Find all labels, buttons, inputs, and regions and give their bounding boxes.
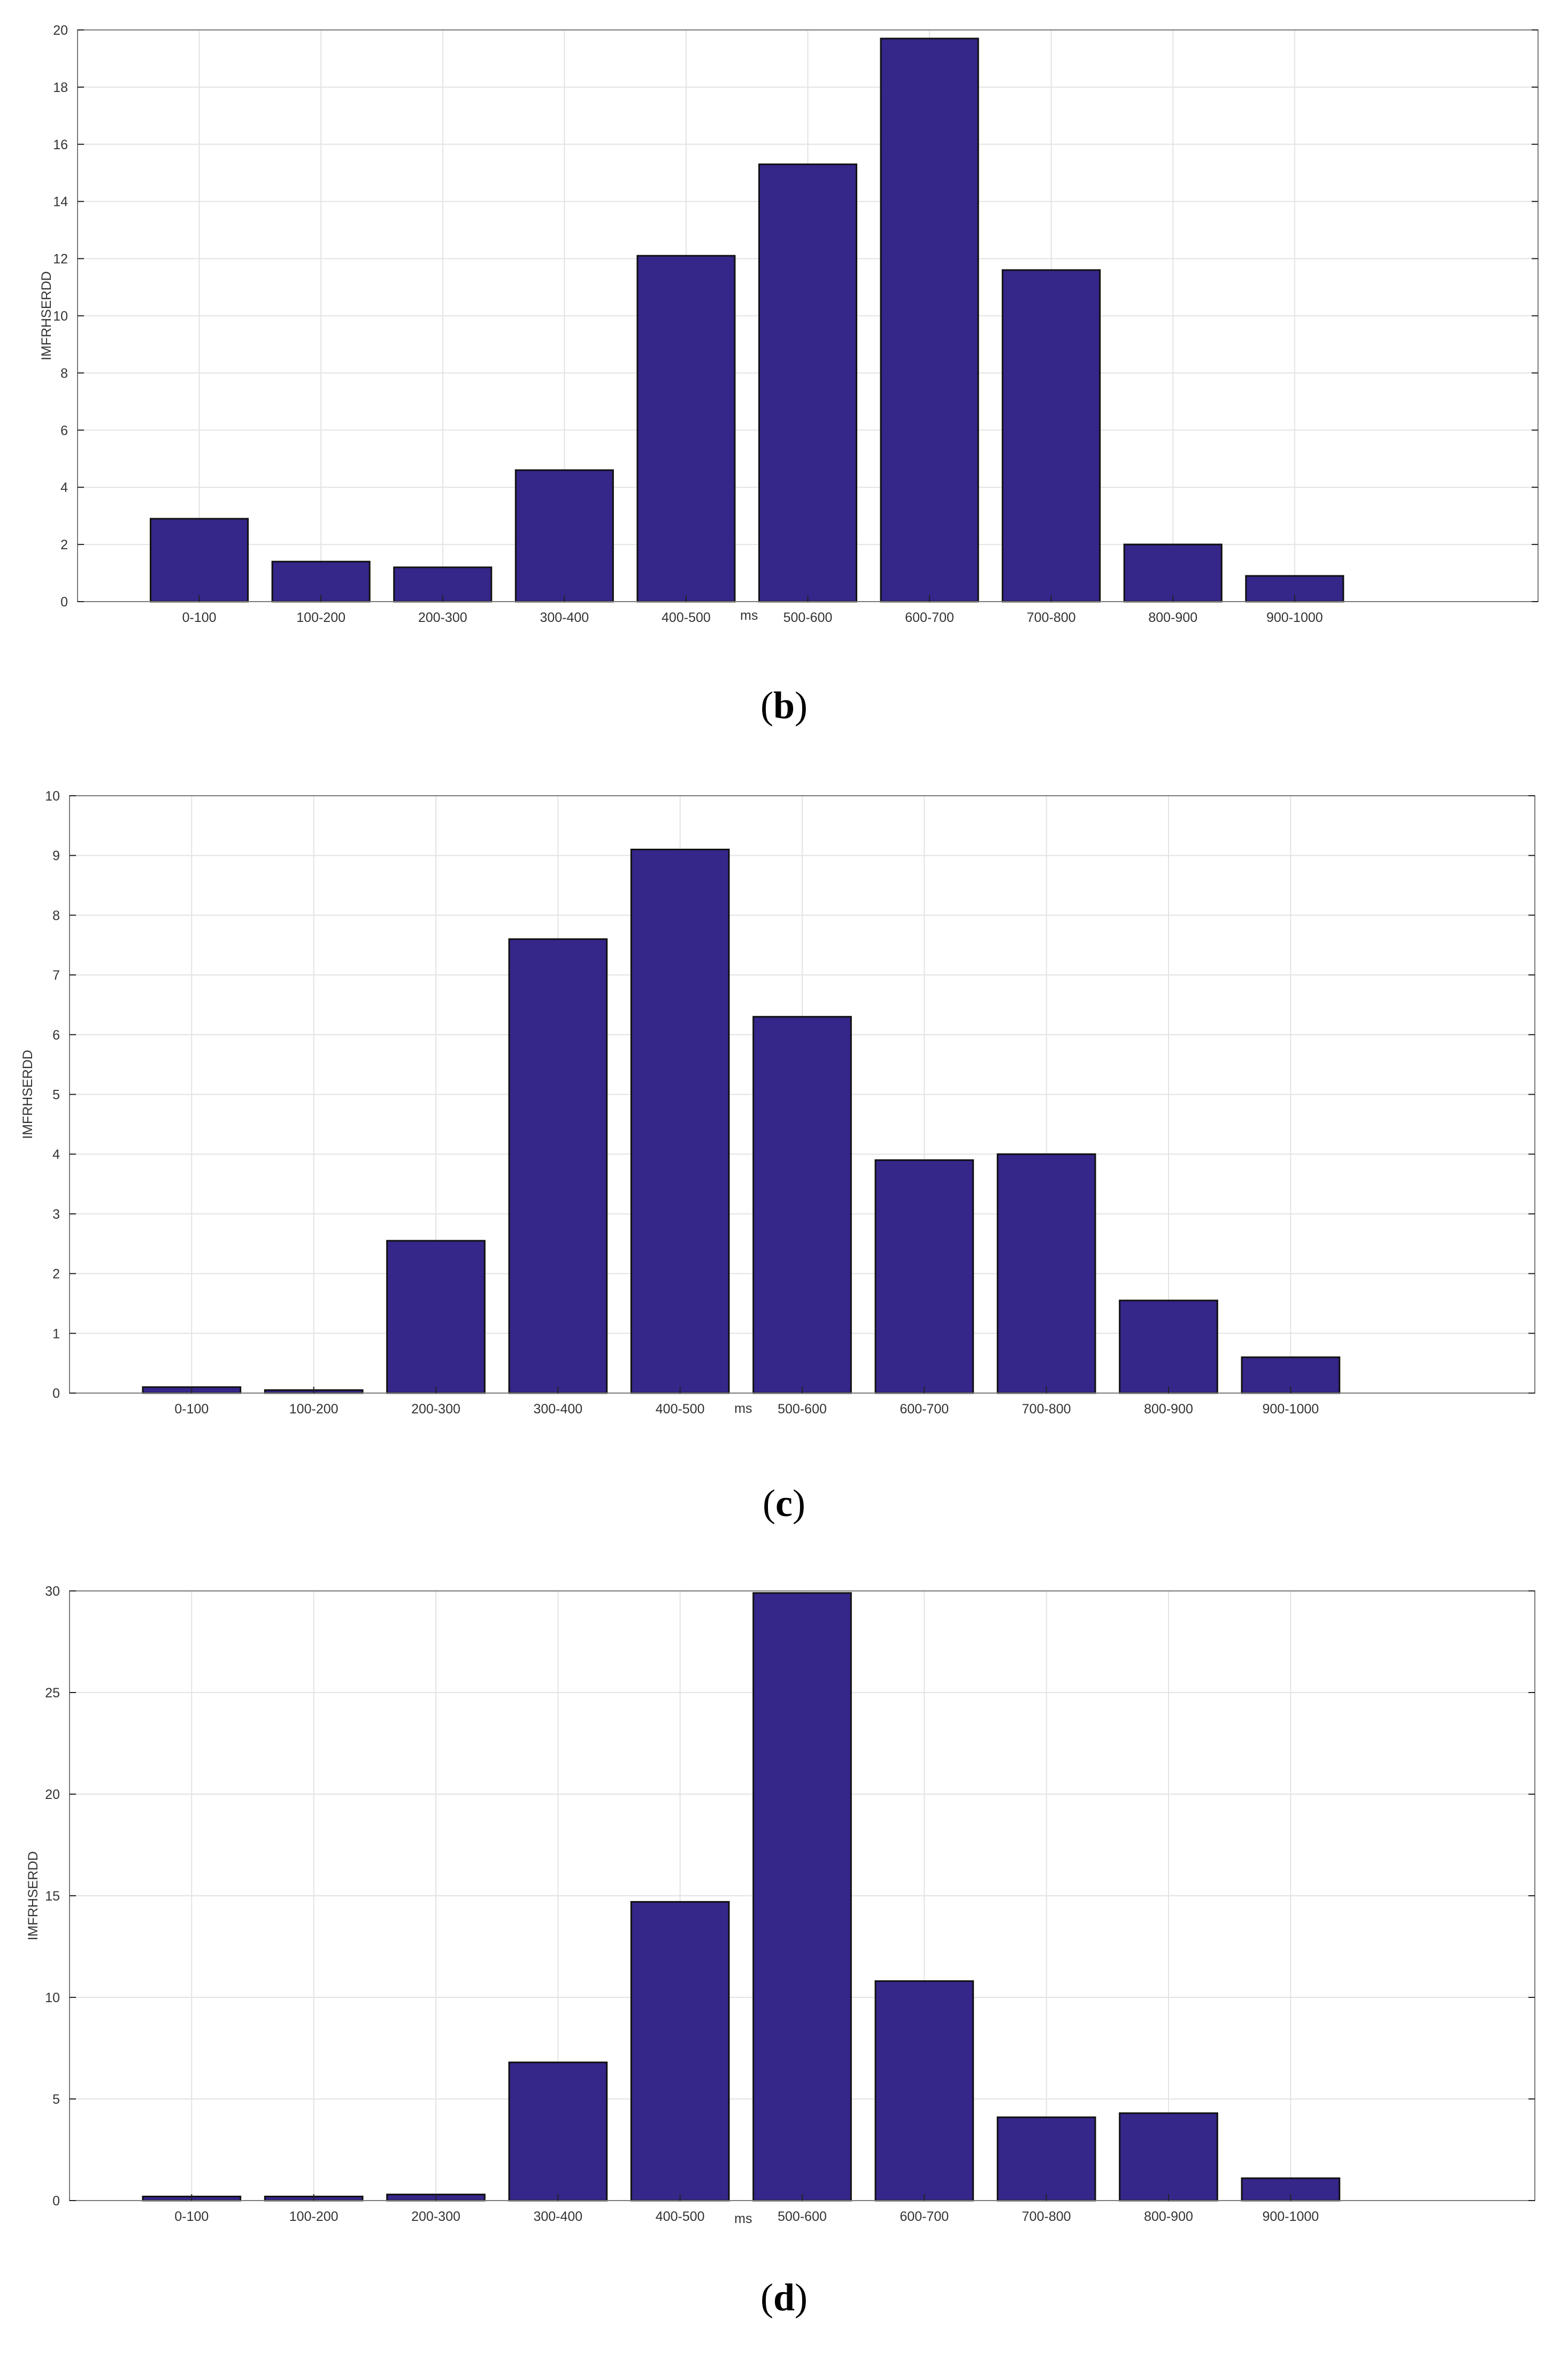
x-tick-label: 600-700 bbox=[900, 2209, 949, 2224]
x-tick-label: 700-800 bbox=[1022, 2209, 1071, 2224]
x-axis-label: ms bbox=[734, 2211, 752, 2226]
x-tick-label: 700-800 bbox=[1022, 1402, 1071, 1417]
bar bbox=[508, 938, 608, 1394]
bar bbox=[874, 1159, 974, 1394]
bar bbox=[630, 849, 730, 1394]
x-tick-label: 900-1000 bbox=[1263, 2209, 1319, 2224]
x-tick-label: 400-500 bbox=[656, 1402, 705, 1417]
bar bbox=[630, 1901, 730, 2202]
y-tick-label: 5 bbox=[52, 2092, 60, 2107]
x-axis-label: ms bbox=[734, 1401, 752, 1416]
y-axis-label: IMFRHSERDD bbox=[20, 1050, 35, 1139]
y-tick-label: 18 bbox=[53, 80, 68, 95]
bar bbox=[1123, 543, 1223, 603]
y-tick-label: 20 bbox=[53, 23, 68, 38]
y-tick-label: 10 bbox=[45, 1990, 60, 2005]
bar bbox=[758, 163, 858, 603]
chart-panel-b: 0 2 4 6 8 10 12 14 16 18 20 0-100 100-200 200-300 300-… bbox=[39, 23, 1539, 625]
x-tick-label: 200-300 bbox=[411, 2209, 460, 2224]
y-tick-label: 0 bbox=[52, 1386, 60, 1401]
y-tick-label: 15 bbox=[45, 1889, 60, 1904]
bar bbox=[636, 255, 736, 603]
y-tick-label: 1 bbox=[52, 1326, 60, 1341]
bar bbox=[150, 518, 249, 603]
panel-label-d: (d) bbox=[760, 2276, 808, 2319]
chart-panel-d: 0 5 10 15 20 25 30 0-100 100-200 200-300 300-400 40… bbox=[26, 1584, 1535, 2226]
y-axis-label: IMFRHSERDD bbox=[39, 271, 54, 360]
x-tick-label: 500-600 bbox=[778, 2209, 827, 2224]
y-tick-label: 10 bbox=[53, 309, 68, 324]
bar bbox=[752, 1592, 852, 2202]
y-tick-label: 0 bbox=[60, 595, 68, 610]
y-tick-label: 3 bbox=[52, 1207, 60, 1222]
bar bbox=[996, 1153, 1096, 1394]
bar bbox=[996, 2116, 1096, 2202]
x-tick-label: 300-400 bbox=[533, 2209, 582, 2224]
bar bbox=[508, 2062, 608, 2202]
bar bbox=[874, 1980, 974, 2202]
x-tick-label: 600-700 bbox=[905, 610, 954, 625]
x-tick-label: 400-500 bbox=[656, 2209, 705, 2224]
y-tick-label: 8 bbox=[60, 366, 68, 381]
y-tick-label: 12 bbox=[53, 252, 68, 267]
y-tick-label: 0 bbox=[52, 2194, 60, 2209]
bar bbox=[1119, 1299, 1218, 1394]
x-axis-label: ms bbox=[740, 608, 758, 623]
y-axis-label: IMFRHSERDD bbox=[26, 1851, 41, 1941]
x-tick-label: 300-400 bbox=[540, 610, 589, 625]
y-tick-label: 8 bbox=[52, 908, 60, 923]
y-tick-label: 5 bbox=[52, 1088, 60, 1103]
x-tick-label: 800-900 bbox=[1144, 1402, 1193, 1417]
x-tick-label: 800-900 bbox=[1144, 2209, 1193, 2224]
y-tick-label: 4 bbox=[52, 1147, 60, 1162]
y-tick-label: 6 bbox=[60, 423, 68, 438]
y-tick-label: 7 bbox=[52, 968, 60, 983]
panel-label-c: (c) bbox=[763, 1482, 805, 1525]
x-tick-label: 400-500 bbox=[662, 610, 711, 625]
x-tick-label: 800-900 bbox=[1148, 610, 1197, 625]
x-tick-label: 500-600 bbox=[783, 610, 833, 625]
x-tick-label: 200-300 bbox=[418, 610, 467, 625]
bar bbox=[271, 560, 371, 603]
chart-panel-c: 0 1 2 3 4 5 6 7 8 9 10 0-100 100-200 200-300 300-400 40… bbox=[20, 789, 1535, 1417]
x-tick-label: 600-700 bbox=[900, 1402, 949, 1417]
x-tick-label: 200-300 bbox=[411, 1402, 460, 1417]
x-tick-label: 100-200 bbox=[296, 610, 345, 625]
x-tick-label: 0-100 bbox=[174, 2209, 209, 2224]
x-tick-label: 100-200 bbox=[289, 2209, 339, 2224]
bar bbox=[752, 1016, 852, 1394]
x-tick-label: 700-800 bbox=[1027, 610, 1076, 625]
y-tick-label: 20 bbox=[45, 1787, 60, 1802]
x-tick-label: 0-100 bbox=[174, 1402, 209, 1417]
panel-label-b: (b) bbox=[760, 684, 808, 727]
x-tick-label: 900-1000 bbox=[1266, 610, 1323, 625]
x-tick-label: 100-200 bbox=[289, 1402, 339, 1417]
y-tick-label: 14 bbox=[53, 195, 68, 210]
x-tick-label: 0-100 bbox=[182, 610, 217, 625]
y-tick-label: 30 bbox=[45, 1584, 60, 1599]
y-tick-label: 10 bbox=[45, 789, 60, 804]
y-tick-label: 4 bbox=[60, 480, 68, 495]
y-tick-label: 6 bbox=[52, 1028, 60, 1043]
y-tick-label: 2 bbox=[52, 1267, 60, 1282]
bar bbox=[880, 37, 979, 603]
y-tick-label: 16 bbox=[53, 137, 68, 152]
y-tick-label: 2 bbox=[60, 537, 68, 552]
x-tick-label: 300-400 bbox=[533, 1402, 582, 1417]
x-tick-label: 500-600 bbox=[778, 1402, 827, 1417]
bar bbox=[1002, 269, 1101, 603]
bar bbox=[514, 469, 614, 603]
bar bbox=[386, 1240, 486, 1394]
y-tick-label: 9 bbox=[52, 849, 60, 864]
bar bbox=[1119, 2112, 1218, 2202]
x-tick-label: 900-1000 bbox=[1263, 1402, 1319, 1417]
y-tick-label: 25 bbox=[45, 1686, 60, 1701]
